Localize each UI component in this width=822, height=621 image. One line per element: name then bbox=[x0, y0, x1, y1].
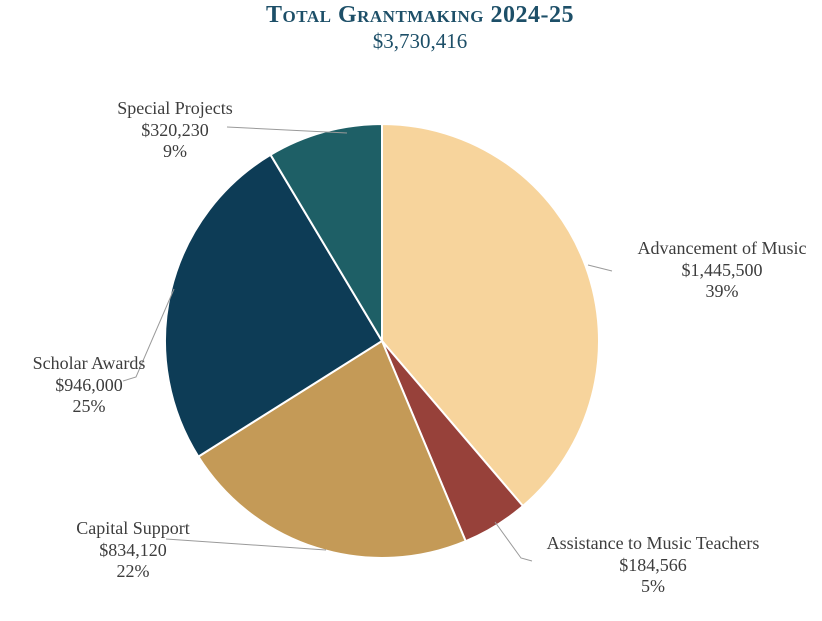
slice-label-percent: 5% bbox=[640, 576, 665, 596]
slice-label-assistance-to-music-teachers: Assistance to Music Teachers $184,566 5% bbox=[547, 533, 760, 598]
slice-label-amount: $320,230 bbox=[141, 119, 209, 140]
leader-line-capital-support bbox=[165, 538, 327, 551]
slice-label-name: Special Projects bbox=[117, 98, 233, 118]
slice-label-percent: 25% bbox=[72, 396, 106, 416]
slice-label-percent: 22% bbox=[116, 561, 150, 581]
slice-label-amount: $834,120 bbox=[99, 539, 167, 560]
slice-label-capital-support: Capital Support $834,120 22% bbox=[76, 518, 190, 583]
leader-line-assistance-to-music-teachers bbox=[494, 521, 533, 562]
chart-total: $3,730,416 bbox=[372, 29, 468, 53]
chart-title: Total Grantmaking 2024-25 bbox=[266, 2, 574, 28]
slice-label-name: Advancement of Music bbox=[637, 238, 807, 258]
slice-label-percent: 39% bbox=[705, 281, 739, 301]
leader-lines bbox=[122, 126, 613, 562]
slice-label-name: Capital Support bbox=[76, 518, 190, 538]
slice-label-special-projects: Special Projects $320,230 9% bbox=[117, 98, 232, 163]
slice-label-name: Scholar Awards bbox=[32, 353, 146, 373]
slice-label-name: Assistance to Music Teachers bbox=[546, 533, 760, 553]
slice-label-amount: $184,566 bbox=[619, 554, 687, 575]
slice-label-amount: $946,000 bbox=[55, 374, 123, 395]
pie-slice-scholar-awards bbox=[164, 153, 383, 458]
pie-slices bbox=[164, 123, 600, 559]
leader-line-scholar-awards bbox=[122, 288, 175, 382]
slice-label-advancement-of-music: Advancement of Music $1,445,500 39% bbox=[638, 238, 807, 303]
pie-slice-capital-support bbox=[197, 340, 467, 559]
slice-label-percent: 9% bbox=[162, 141, 187, 161]
slice-label-amount: $1,445,500 bbox=[681, 259, 763, 280]
slice-label-scholar-awards: Scholar Awards $946,000 25% bbox=[33, 353, 146, 418]
leader-line-advancement-of-music bbox=[587, 264, 613, 272]
leader-line-special-projects bbox=[226, 126, 348, 134]
chart-header: Total Grantmaking 2024-25 $3,730,416 bbox=[266, 2, 574, 53]
pie-slice-advancement-of-music bbox=[381, 123, 600, 507]
